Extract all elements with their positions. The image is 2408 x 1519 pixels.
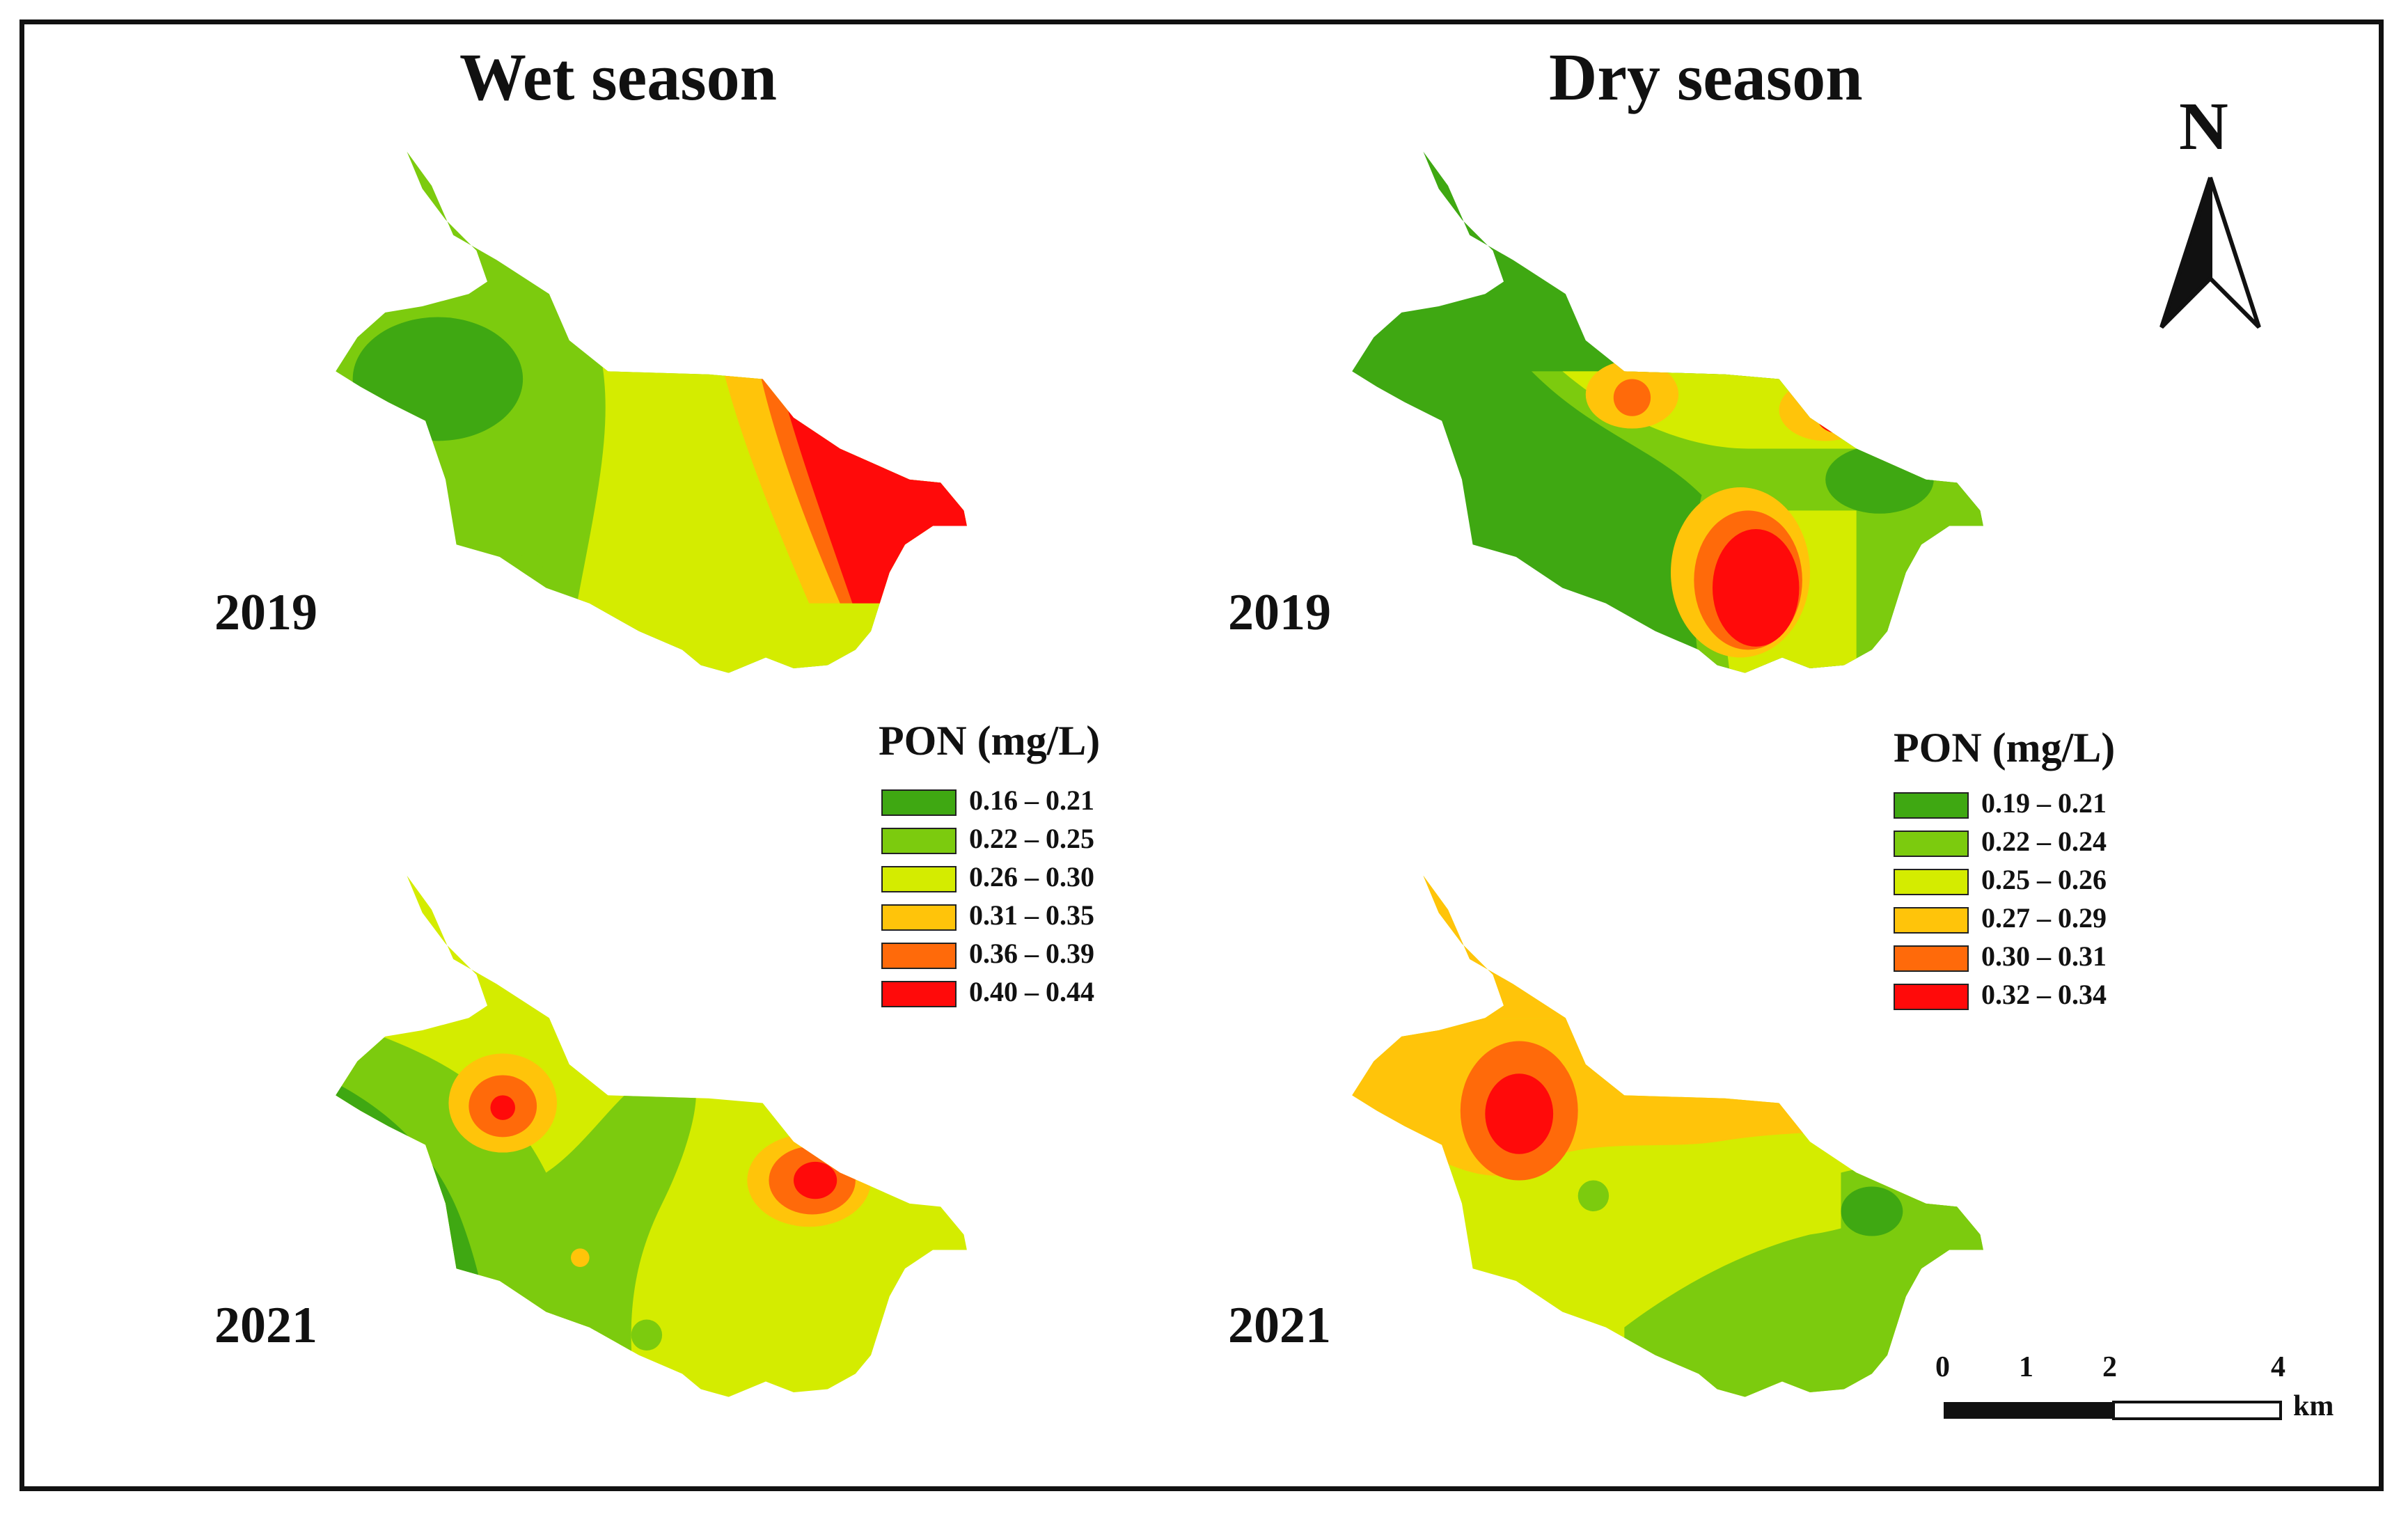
legend-swatch xyxy=(881,828,957,854)
legend-class-label: 0.31 – 0.35 xyxy=(969,899,1094,931)
legend-class-label: 0.22 – 0.24 xyxy=(1981,826,2107,857)
legend-swatch xyxy=(881,866,957,892)
north-arrow-label: N xyxy=(2179,89,2228,164)
wet-season-title: Wet season xyxy=(459,40,777,114)
map-dry-2021 xyxy=(1352,875,1983,1397)
legend-class-label: 0.30 – 0.31 xyxy=(1981,940,2107,972)
legend-swatch xyxy=(1894,984,1969,1010)
legend-swatch xyxy=(1894,945,1969,972)
map-wet-2019 xyxy=(336,151,967,673)
legend-class-label: 0.26 – 0.30 xyxy=(969,861,1094,892)
scale-tick-1: 1 xyxy=(2019,1351,2033,1383)
legend-class-label: 0.40 – 0.44 xyxy=(969,976,1094,1007)
year-label-wet-2019: 2019 xyxy=(214,584,317,641)
legend-class-label: 0.27 – 0.29 xyxy=(1981,902,2107,934)
scale-tick-0: 0 xyxy=(1935,1351,1950,1383)
dry-season-title: Dry season xyxy=(1549,40,1863,114)
legend-swatch xyxy=(1894,907,1969,934)
legend-swatch xyxy=(1894,792,1969,819)
map-wet-2021 xyxy=(336,875,967,1397)
year-label-wet-2021: 2021 xyxy=(214,1297,317,1354)
legend-class-label: 0.36 – 0.39 xyxy=(969,938,1094,969)
legend-class-label: 0.19 – 0.21 xyxy=(1981,787,2107,819)
year-label-dry-2019: 2019 xyxy=(1228,584,1331,641)
legend-wet-title: PON (mg/L) xyxy=(879,718,1101,764)
scale-bar xyxy=(1944,1401,2282,1420)
legend-class-label: 0.16 – 0.21 xyxy=(969,785,1094,816)
legend-class-label: 0.32 – 0.34 xyxy=(1981,979,2107,1010)
scale-tick-2: 2 xyxy=(2102,1351,2117,1383)
legend-swatch xyxy=(881,789,957,816)
legend-swatch xyxy=(1894,869,1969,895)
map-dry-2019 xyxy=(1352,151,1983,673)
north-arrow-icon xyxy=(2159,177,2261,329)
legend-dry-title: PON (mg/L) xyxy=(1894,725,2116,771)
legend-swatch xyxy=(881,943,957,969)
scale-tick-4: 4 xyxy=(2271,1351,2285,1383)
figure-frame xyxy=(19,19,2384,1491)
scale-unit: km xyxy=(2293,1390,2334,1422)
legend-swatch xyxy=(881,981,957,1007)
legend-swatch xyxy=(1894,831,1969,857)
year-label-dry-2021: 2021 xyxy=(1228,1297,1331,1354)
legend-swatch xyxy=(881,904,957,931)
legend-class-label: 0.22 – 0.25 xyxy=(969,823,1094,854)
legend-class-label: 0.25 – 0.26 xyxy=(1981,864,2107,895)
